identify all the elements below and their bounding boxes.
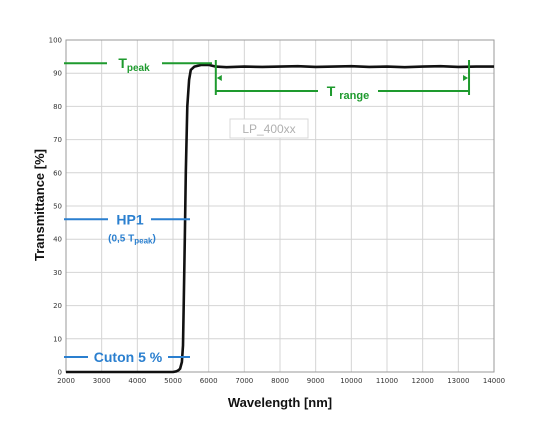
x-tick-label: 6000 bbox=[200, 377, 218, 385]
y-tick-label: 60 bbox=[53, 169, 62, 177]
y-tick-label: 10 bbox=[53, 335, 62, 343]
x-axis-title: Wavelength [nm] bbox=[228, 395, 332, 410]
x-tick-label: 7000 bbox=[235, 377, 253, 385]
y-tick-label: 0 bbox=[58, 369, 62, 377]
cuton-label: Cuton 5 % bbox=[94, 349, 163, 365]
x-axis-ticks: 2000 3000 4000 5000 6000 7000 8000 9000 10000 110… bbox=[57, 377, 505, 385]
chart-grid bbox=[65, 39, 495, 373]
y-axis-title: Transmittance [%] bbox=[32, 149, 47, 261]
trange-arrow-right bbox=[463, 75, 469, 81]
annotation-layer: Tpeak T range HP1 (0,5 Tpeak) Cuton 5 % bbox=[64, 55, 471, 365]
y-tick-label: 50 bbox=[53, 203, 62, 211]
y-tick-label: 80 bbox=[53, 103, 62, 111]
y-axis-ticks: 0 10 20 30 40 50 60 70 80 90 100 bbox=[49, 37, 62, 377]
x-tick-label: 14000 bbox=[483, 377, 505, 385]
y-tick-label: 20 bbox=[53, 302, 62, 310]
x-tick-label: 5000 bbox=[164, 377, 182, 385]
y-tick-label: 30 bbox=[53, 269, 62, 277]
x-tick-label: 3000 bbox=[93, 377, 111, 385]
x-tick-label: 12000 bbox=[412, 377, 434, 385]
x-tick-label: 11000 bbox=[376, 377, 398, 385]
x-tick-label: 4000 bbox=[128, 377, 146, 385]
hp1-label: HP1 bbox=[116, 211, 143, 227]
hp1-sublabel: (0,5 Tpeak) bbox=[108, 233, 156, 245]
product-tag: LP_400xx bbox=[229, 118, 309, 139]
y-tick-label: 100 bbox=[49, 37, 62, 45]
x-tick-label: 9000 bbox=[307, 377, 325, 385]
trange-label: T range bbox=[327, 83, 369, 102]
x-tick-label: 13000 bbox=[447, 377, 469, 385]
y-tick-label: 40 bbox=[53, 236, 62, 244]
y-tick-label: 70 bbox=[53, 136, 62, 144]
trange-arrow-left bbox=[216, 75, 222, 81]
x-tick-label: 10000 bbox=[340, 377, 362, 385]
product-tag-label: LP_400xx bbox=[242, 122, 295, 136]
y-tick-label: 90 bbox=[53, 70, 62, 78]
tpeak-label: Tpeak bbox=[118, 55, 150, 74]
x-tick-label: 2000 bbox=[57, 377, 75, 385]
x-tick-label: 8000 bbox=[271, 377, 289, 385]
plot-frame bbox=[65, 39, 495, 373]
